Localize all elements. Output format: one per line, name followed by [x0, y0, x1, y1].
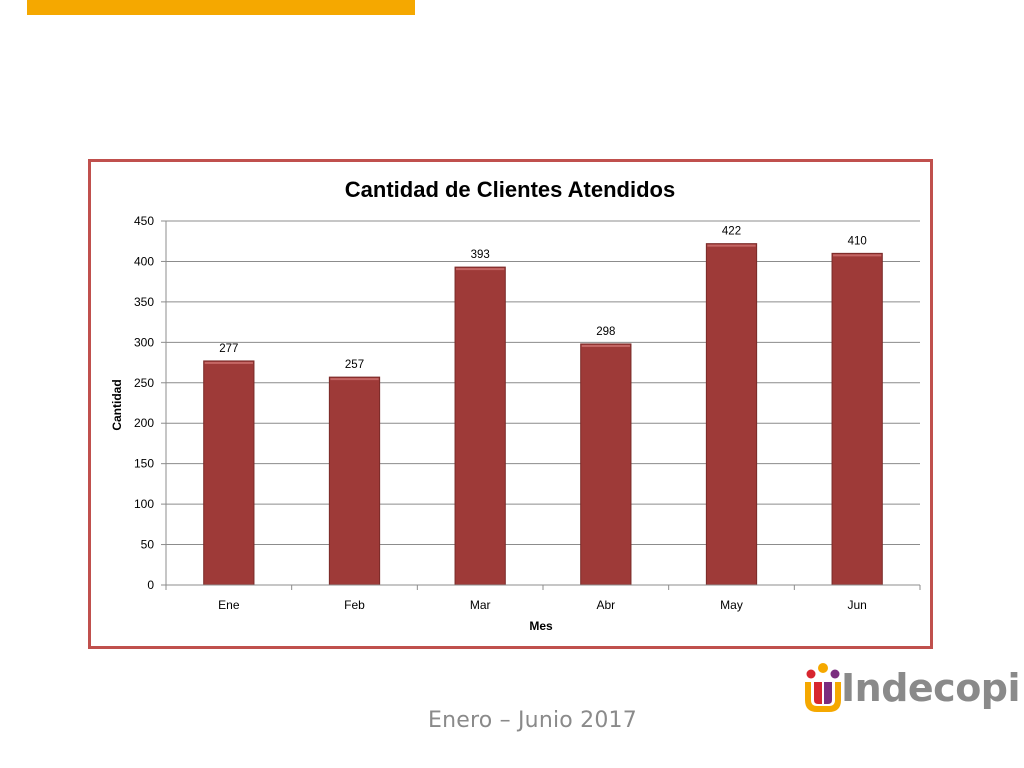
chart-frame: Cantidad de Clientes Atendidos 0 50 100 150…: [88, 159, 933, 649]
bar-highlight: [330, 378, 379, 381]
data-label: 422: [722, 226, 741, 238]
x-axis-title: Mes: [529, 619, 553, 633]
bar: [328, 376, 381, 586]
x-tick-label: Mar: [470, 598, 491, 612]
y-axis-ticks: 0 50 100 150 200 250 300 350 400 450: [134, 214, 154, 592]
x-tick-label: May: [720, 598, 743, 612]
y-tick-label: 0: [147, 578, 154, 592]
y-tick-label: 300: [134, 335, 154, 349]
bar-chart: Cantidad de Clientes Atendidos 0 50 100 150…: [110, 177, 921, 633]
data-label: 393: [471, 249, 490, 261]
x-axis-ticks: Ene Feb Mar Abr May Jun: [165, 584, 921, 612]
data-labels: 277 257 393 298 422 410: [219, 226, 867, 371]
data-label: 298: [596, 326, 615, 338]
bar: [203, 360, 255, 586]
date-range-caption: Enero – Junio 2017: [428, 708, 637, 733]
gridlines: [161, 220, 920, 586]
chart-title: Cantidad de Clientes Atendidos: [345, 177, 675, 202]
x-tick-label: Ene: [218, 598, 240, 612]
logo-text: Indecopi: [841, 666, 1021, 710]
logo-mark-icon: [805, 663, 841, 712]
y-tick-label: 350: [134, 295, 154, 309]
accent-top-bar: [27, 0, 415, 15]
bar-highlight: [456, 268, 505, 271]
bar: [831, 252, 883, 586]
bar: [580, 343, 632, 586]
x-tick-label: Jun: [847, 598, 866, 612]
y-tick-label: 400: [134, 254, 154, 268]
data-label: 277: [219, 343, 238, 355]
bar: [454, 266, 506, 586]
bar-highlight: [581, 344, 630, 347]
x-tick-label: Feb: [344, 598, 365, 612]
y-tick-label: 250: [134, 376, 154, 390]
y-tick-label: 150: [134, 457, 154, 471]
bar: [705, 243, 758, 586]
bar-highlight: [707, 244, 756, 247]
x-tick-label: Abr: [596, 598, 615, 612]
bars: [203, 243, 883, 586]
y-tick-label: 100: [134, 497, 154, 511]
bar-highlight: [833, 254, 882, 257]
y-tick-label: 50: [141, 538, 155, 552]
data-label: 410: [848, 235, 867, 247]
y-axis-title: Cantidad: [110, 379, 124, 430]
indecopi-logo: Indecopi: [800, 660, 1021, 720]
y-tick-label: 450: [134, 214, 154, 228]
data-label: 257: [345, 359, 364, 371]
y-tick-label: 200: [134, 416, 154, 430]
bar-highlight: [204, 361, 253, 364]
